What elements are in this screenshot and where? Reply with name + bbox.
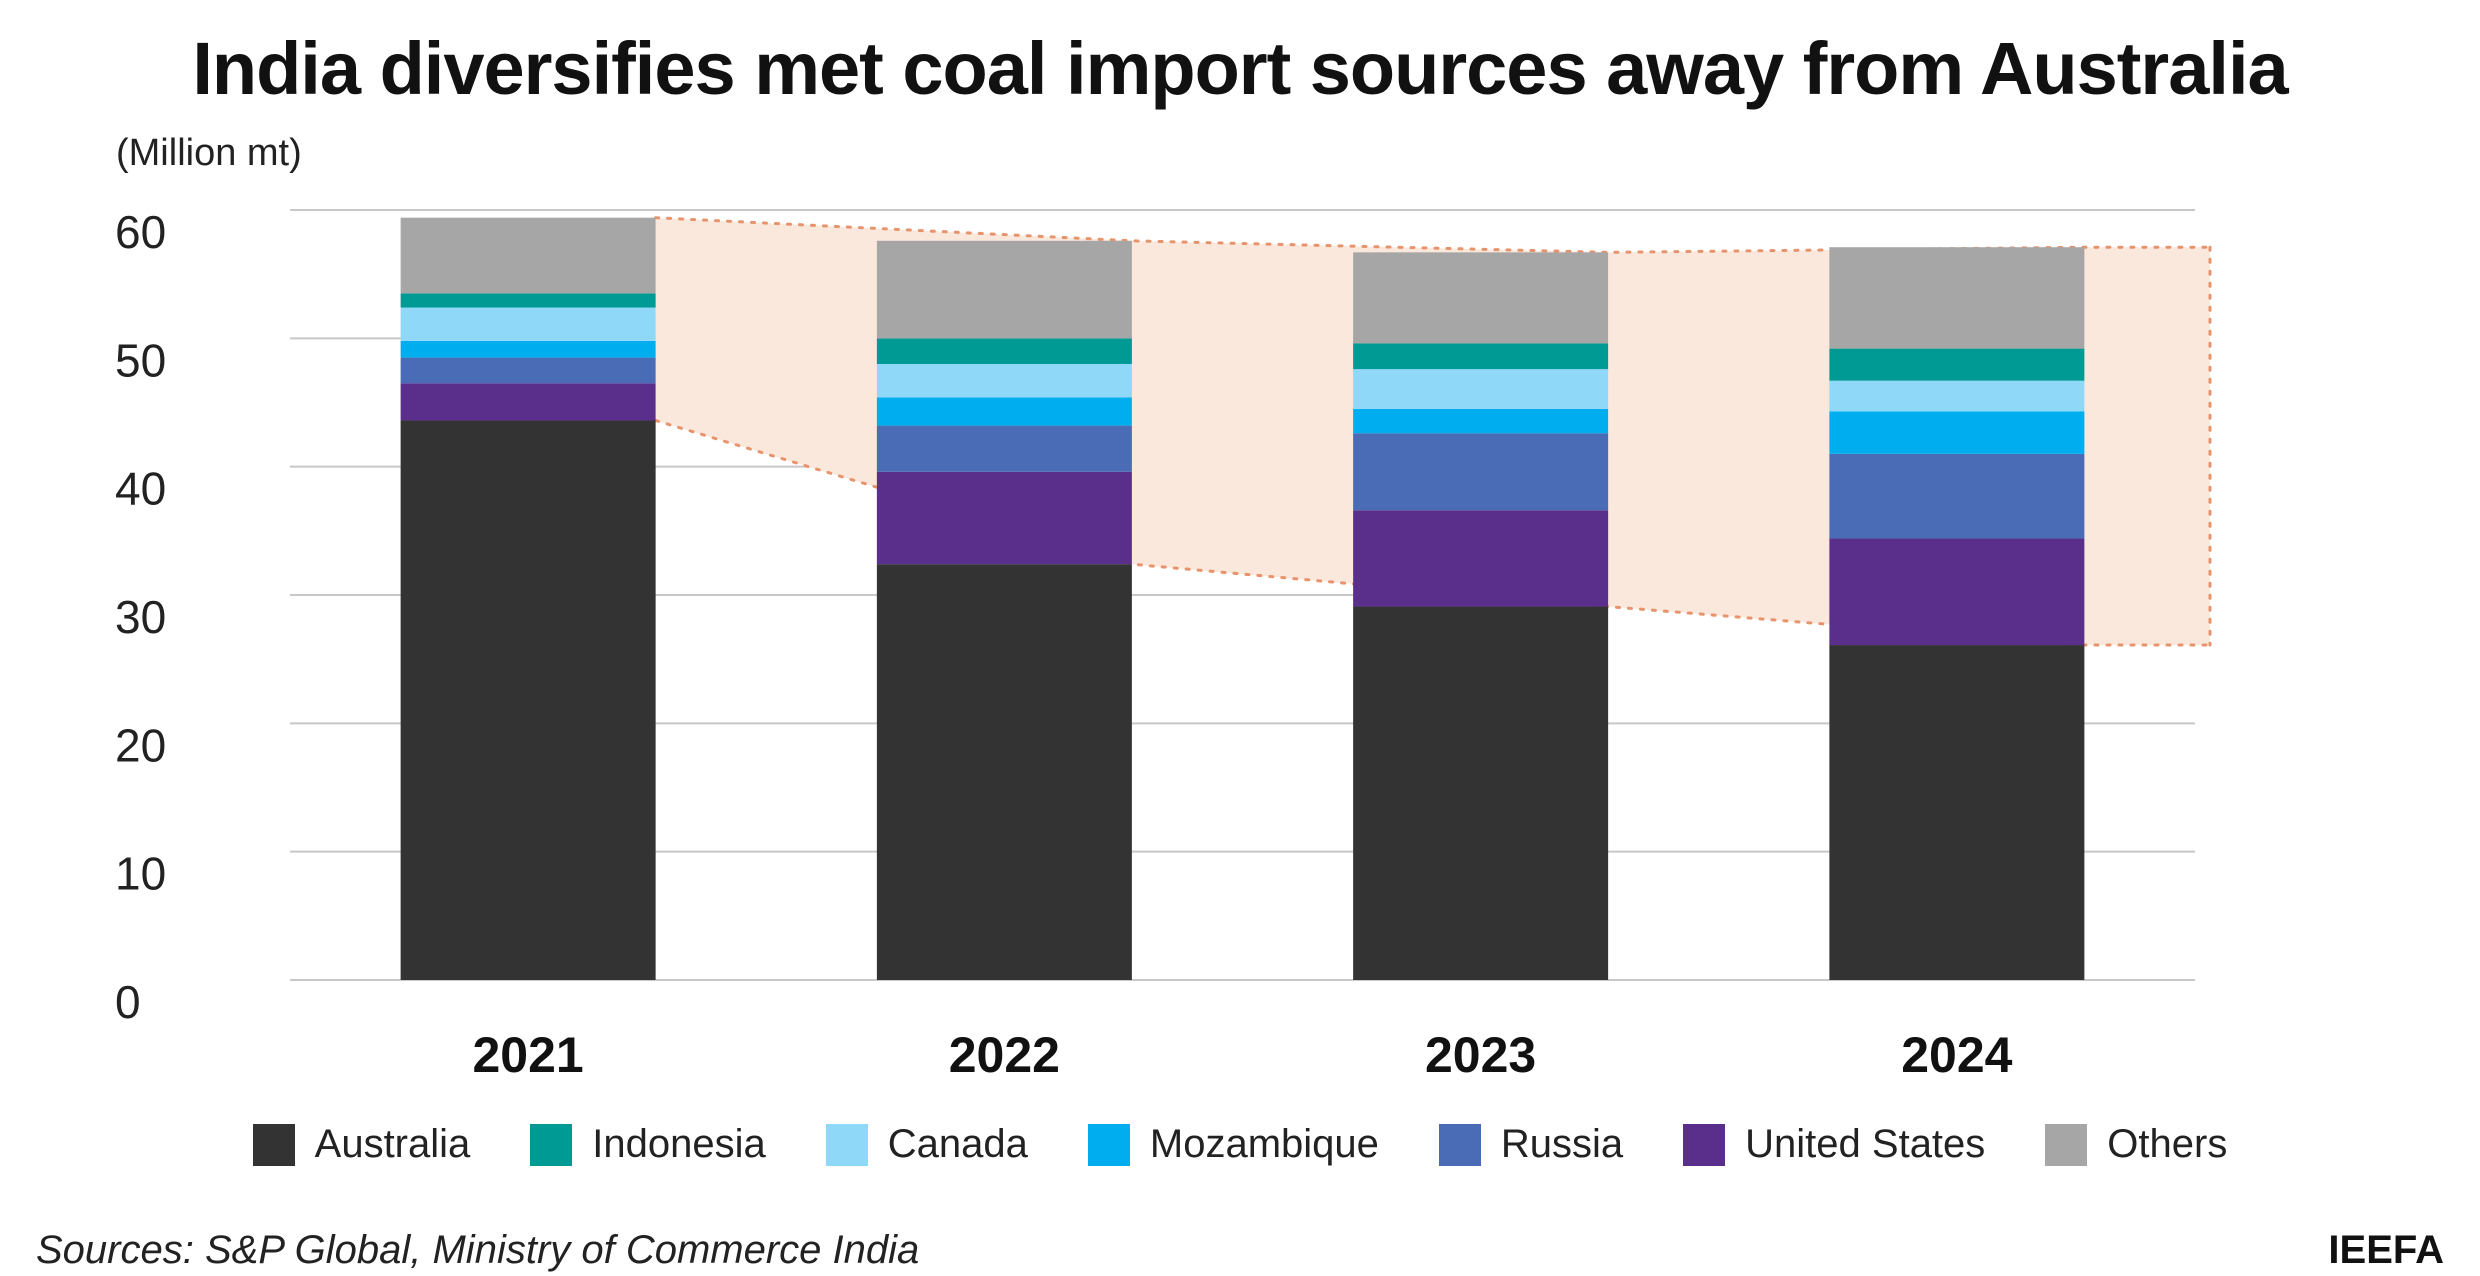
bar-russia-2021 [400,357,656,384]
y-tick-label: 50 [115,334,166,386]
bar-indonesia-2021 [400,293,656,308]
legend: Australia Indonesia Canada Mozambique Russia… [0,1122,2480,1167]
chart-title: India diversifies met coal import source… [192,27,2288,110]
y-axis-unit-label: (Million mt) [116,132,302,174]
legend-label: Mozambique [1149,1122,1379,1166]
legend-item: Others [2045,1122,2227,1167]
bar-united-states-2024 [1829,538,2085,646]
bar-mozambique-2022 [876,397,1132,426]
bar-united-states-2021 [400,383,656,421]
legend-item: United States [1683,1122,1985,1167]
legend-label: Australia [314,1122,471,1166]
bar-russia-2024 [1829,453,2085,539]
source-note: Sources: S&P Global, Ministry of Commerc… [36,1228,920,1272]
x-tick-label: 2022 [949,1027,1060,1083]
legend-item: Indonesia [530,1122,766,1167]
y-tick-label: 60 [115,206,166,258]
legend-swatch [1683,1123,1726,1166]
legend-swatch [252,1123,295,1166]
legend-label: Russia [1500,1122,1624,1166]
bar-canada-2023 [1353,369,1609,409]
legend-item: Australia [252,1122,471,1167]
legend-label: Canada [887,1122,1028,1166]
y-tick-label: 40 [115,463,166,515]
bar-indonesia-2024 [1829,348,2085,381]
y-tick-label: 0 [115,976,141,1028]
legend-label: Indonesia [592,1122,766,1166]
legend-swatch [1438,1123,1481,1166]
y-tick-label: 10 [115,848,166,900]
bar-russia-2023 [1353,433,1609,511]
bar-united-states-2023 [1353,510,1609,607]
x-tick-label: 2023 [1425,1027,1536,1083]
bar-mozambique-2021 [400,340,656,358]
legend-swatch [825,1123,868,1166]
bar-mozambique-2023 [1353,408,1609,434]
stacked-bar-chart: 0 10 20 30 40 50 60 2021 2022 2023 2024 [115,206,2212,1083]
bar-canada-2024 [1829,380,2085,412]
bar-russia-2022 [876,425,1132,472]
legend-swatch [1087,1123,1130,1166]
brand-logo-text: IEEFA [2328,1228,2444,1272]
bar-australia-2021 [400,420,656,980]
bar-australia-2023 [1353,606,1609,980]
legend-swatch [2045,1123,2088,1166]
x-tick-label: 2021 [473,1027,584,1083]
bar-australia-2022 [876,564,1132,980]
bar-australia-2024 [1829,645,2085,980]
legend-item: Canada [825,1122,1028,1167]
bar-others-2023 [1353,252,1609,344]
bar-canada-2022 [876,364,1132,398]
bar-united-states-2022 [876,471,1132,565]
legend-item: Russia [1438,1122,1624,1167]
legend-label: Others [2107,1122,2228,1166]
bar-mozambique-2024 [1829,411,2085,454]
y-tick-label: 30 [115,591,166,643]
bar-others-2024 [1829,247,2085,349]
legend-swatch [530,1123,573,1166]
bar-indonesia-2022 [876,338,1132,364]
x-tick-label: 2024 [1901,1027,2012,1083]
legend-label: United States [1745,1122,1986,1166]
bar-others-2022 [876,240,1132,339]
y-tick-label: 20 [115,719,166,771]
legend-item: Mozambique [1087,1122,1379,1167]
bar-indonesia-2023 [1353,343,1609,370]
bar-others-2021 [400,217,656,294]
bar-canada-2021 [400,307,656,341]
